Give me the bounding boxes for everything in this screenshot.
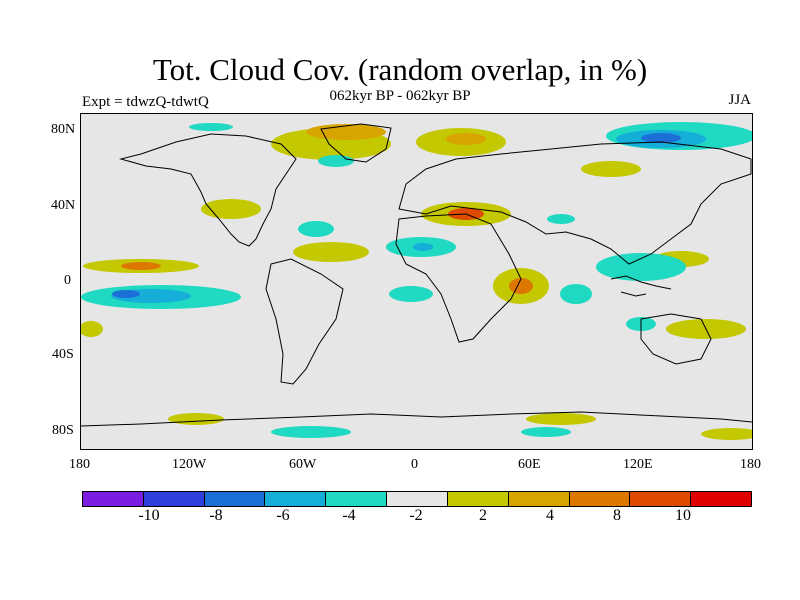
anomaly-patch	[521, 427, 571, 437]
lon-label-180-east: 180	[740, 457, 761, 472]
antarctica-coast	[81, 411, 752, 427]
lat-label-80n: 80N	[51, 122, 76, 137]
colorbar-swatch	[326, 492, 388, 506]
anomaly-patch	[389, 286, 433, 302]
anomaly-patch	[112, 290, 140, 298]
anomaly-patch	[526, 413, 596, 425]
coastlines	[81, 123, 752, 427]
lon-label-120w: 120W	[172, 457, 207, 472]
colorbar-label: -10	[138, 507, 160, 524]
anomaly-patch	[306, 124, 386, 140]
map-panel	[80, 113, 753, 450]
colorbar-label: 10	[675, 507, 691, 524]
anomaly-patch	[271, 426, 351, 438]
lat-label-0: 0	[64, 273, 71, 288]
colorbar-label: 4	[546, 507, 554, 524]
anomaly-patch	[596, 253, 686, 281]
plot-title: Tot. Cloud Cov. (random overlap, in %)	[152, 52, 648, 87]
anomaly-patch	[446, 133, 486, 145]
anomaly-patch	[509, 278, 533, 294]
colorbar-label: -6	[276, 507, 290, 524]
colorbar-label: 8	[613, 507, 621, 524]
map-svg	[81, 122, 752, 440]
lat-label-80s: 80S	[52, 423, 74, 438]
anomaly-patch	[293, 242, 369, 262]
anomaly-patch	[701, 428, 752, 440]
colorbar-swatch	[447, 492, 509, 506]
colorbar-swatch	[630, 492, 692, 506]
eurasia-coast	[398, 141, 752, 265]
anomaly-patch	[189, 123, 233, 131]
colorbar	[82, 491, 752, 507]
colorbar-swatch	[569, 492, 631, 506]
colorbar-swatch	[143, 492, 205, 506]
anomaly-patch	[641, 133, 681, 143]
colorbar-swatch	[691, 492, 751, 506]
anomaly-patch	[298, 221, 334, 237]
lat-label-40n: 40N	[51, 198, 76, 213]
lon-label-60w: 60W	[289, 457, 317, 472]
plot-subtitle: 062kyr BP - 062kyr BP	[329, 88, 471, 104]
anomaly-patch	[547, 214, 575, 224]
anomaly-patch	[81, 321, 103, 337]
lon-label-180-west: 180	[69, 457, 90, 472]
season-label: JJA	[728, 92, 751, 108]
lon-label-60e: 60E	[518, 457, 541, 472]
africa-coast	[395, 213, 522, 343]
colorbar-swatch	[204, 492, 266, 506]
anomaly-patch	[560, 284, 592, 304]
colorbar-label: -2	[409, 507, 423, 524]
anomaly-patch	[413, 243, 433, 251]
anomaly-patch	[201, 199, 261, 219]
colorbar-label: -4	[342, 507, 356, 524]
australia-coast	[640, 313, 712, 365]
colorbar-swatch	[83, 492, 144, 506]
anomaly-patch	[121, 262, 161, 270]
anomaly-patch	[581, 161, 641, 177]
lat-label-40s: 40S	[52, 347, 74, 362]
colorbar-swatch	[387, 492, 448, 506]
south-america-coast	[265, 258, 344, 385]
negative-anomalies	[81, 122, 752, 438]
north-america-coast	[119, 133, 297, 247]
anomaly-patch	[168, 413, 224, 425]
colorbar-label: 2	[479, 507, 487, 524]
colorbar-swatch	[265, 492, 327, 506]
colorbar-swatch	[508, 492, 570, 506]
anomaly-patch	[318, 155, 354, 167]
colorbar-label: -8	[209, 507, 223, 524]
indonesia-coast	[610, 275, 672, 297]
lon-label-0: 0	[411, 457, 418, 472]
experiment-label: Expt = tdwzQ-tdwtQ	[82, 94, 209, 110]
greenland-coast	[320, 123, 392, 163]
lon-label-120e: 120E	[623, 457, 653, 472]
